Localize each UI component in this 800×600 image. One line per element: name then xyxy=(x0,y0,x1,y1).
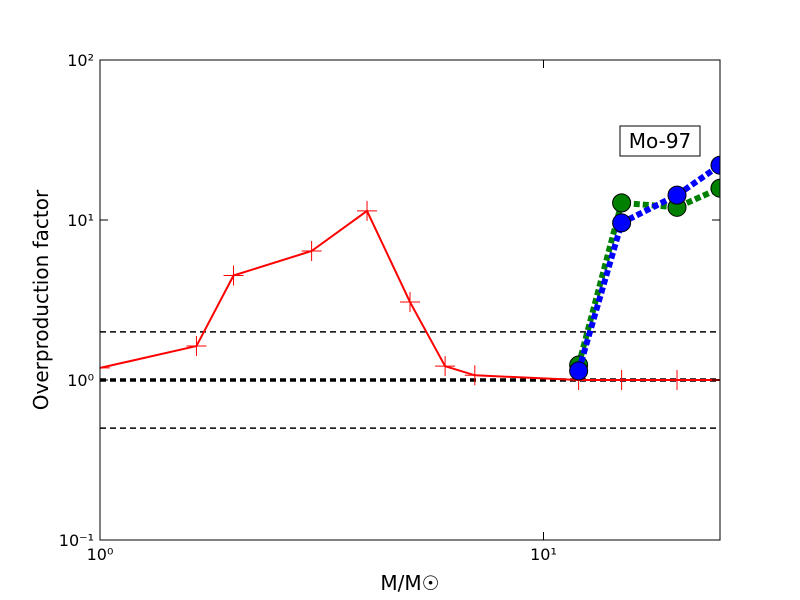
marker xyxy=(186,336,207,357)
marker xyxy=(612,193,632,213)
x-tick-label: 10¹ xyxy=(530,545,557,564)
marker xyxy=(464,365,485,386)
marker xyxy=(301,241,322,262)
marker xyxy=(435,356,456,377)
axes-frame xyxy=(99,59,721,541)
y-tick-label: 10⁻¹ xyxy=(59,531,94,550)
y-tick-label: 10⁰ xyxy=(67,371,94,390)
y-tick-label: 10¹ xyxy=(67,211,94,230)
series-line xyxy=(575,162,720,372)
marker xyxy=(710,155,720,175)
x-axis-label: M/M☉ xyxy=(380,571,439,595)
series-layer xyxy=(100,155,720,429)
marker xyxy=(223,265,244,286)
marker xyxy=(710,178,720,198)
y-axis-label: Overproduction factor xyxy=(29,189,53,410)
marker xyxy=(100,357,110,378)
y-tick-label: 10² xyxy=(67,51,94,70)
marker xyxy=(569,361,589,381)
annotation: Mo-97 xyxy=(629,129,692,153)
series-line xyxy=(575,185,720,366)
marker xyxy=(612,213,632,233)
marker xyxy=(667,185,687,205)
annotation-box xyxy=(619,125,701,157)
marker xyxy=(357,200,378,221)
marker xyxy=(611,370,632,390)
marker xyxy=(400,292,420,313)
x-tick-label: 10⁰ xyxy=(87,545,114,564)
marker xyxy=(667,370,688,390)
